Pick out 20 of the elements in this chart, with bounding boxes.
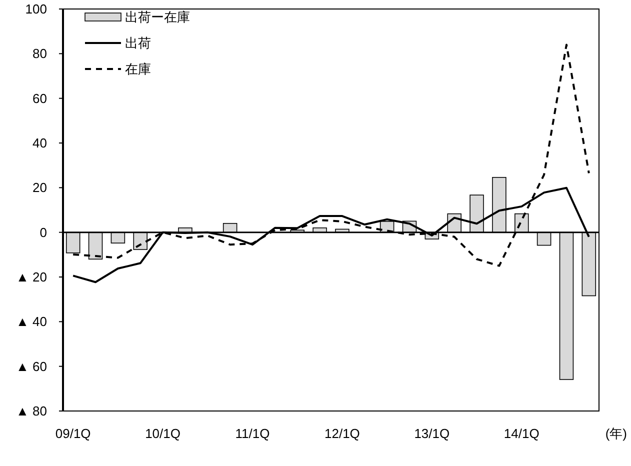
y-tick-label: 20 bbox=[32, 180, 47, 196]
x-tick-label: 12/1Q bbox=[324, 426, 360, 441]
legend-label: 出荷ー在庫 bbox=[125, 10, 190, 25]
x-tick-label: 11/1Q bbox=[235, 426, 270, 441]
y-tick-label: 40 bbox=[32, 136, 47, 151]
y-tick-label: 0 bbox=[40, 224, 47, 240]
y-tick-label: 60 bbox=[32, 90, 47, 106]
y-tick-label: ▲ 20 bbox=[16, 270, 47, 285]
y-tick-label: ▲ 60 bbox=[16, 358, 47, 374]
x-tick-label: 10/1Q bbox=[145, 426, 181, 441]
legend-label: 出荷 bbox=[125, 36, 151, 51]
y-tick-label: ▲ 80 bbox=[16, 404, 47, 419]
legend-label: 在庫 bbox=[125, 62, 151, 77]
y-tick-label: 80 bbox=[32, 46, 47, 62]
y-tick-label: ▲ 40 bbox=[16, 314, 47, 330]
x-axis-title: (年) bbox=[605, 426, 627, 441]
y-tick-label: 100 bbox=[25, 2, 47, 17]
x-tick-label: 09/1Q bbox=[55, 426, 91, 441]
x-tick-label: 13/1Q bbox=[414, 426, 450, 441]
x-tick-label: 14/1Q bbox=[504, 426, 540, 441]
